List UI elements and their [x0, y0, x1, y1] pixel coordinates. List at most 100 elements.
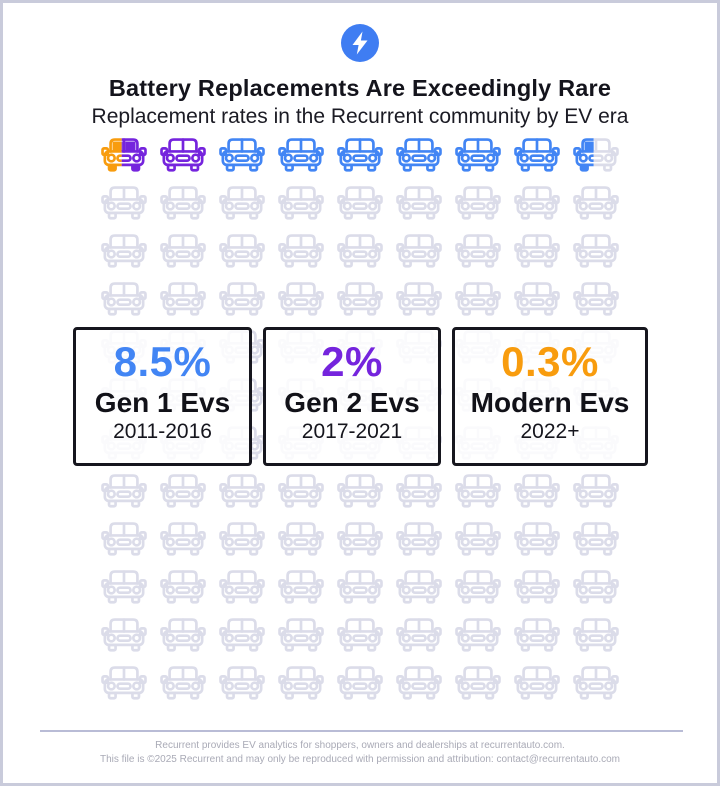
car-icon — [101, 277, 147, 317]
car-icon — [337, 229, 383, 269]
car-icon — [337, 613, 383, 653]
stat-boxes: 8.5% Gen 1 Evs 2011-2016 2% Gen 2 Evs 20… — [73, 327, 648, 466]
car-icon — [573, 181, 619, 221]
stat-label-gen2: Gen 2 Evs — [284, 386, 420, 418]
stat-label-modern: Modern Evs — [470, 386, 630, 418]
car-pictogram-grid — [101, 133, 619, 701]
car-icon — [514, 181, 560, 221]
car-icon — [101, 181, 147, 221]
car-icon — [396, 181, 442, 221]
car-icon — [278, 613, 324, 653]
car-icon — [573, 133, 619, 173]
stat-value-modern: 0.3% — [501, 338, 599, 385]
stat-box-gen1: 8.5% Gen 1 Evs 2011-2016 — [73, 327, 252, 466]
stat-label-gen1: Gen 1 Evs — [94, 386, 231, 418]
car-icon — [455, 613, 501, 653]
car-icon — [573, 613, 619, 653]
car-icon — [219, 181, 265, 221]
car-icon — [101, 133, 147, 173]
chart-subtitle: Replacement rates in the Recurrent commu… — [91, 105, 629, 128]
car-icon — [160, 133, 206, 173]
car-icon — [278, 661, 324, 701]
car-icon — [573, 229, 619, 269]
car-icon — [337, 277, 383, 317]
car-icon — [160, 229, 206, 269]
car-icon — [514, 565, 560, 605]
car-icon — [396, 469, 442, 509]
car-icon — [396, 613, 442, 653]
car-icon — [337, 565, 383, 605]
car-icon — [278, 517, 324, 557]
stat-value-gen1: 8.5% — [113, 338, 212, 385]
footer: Recurrent provides EV analytics for shop… — [3, 739, 717, 767]
car-icon — [278, 229, 324, 269]
car-icon — [514, 229, 560, 269]
car-icon — [455, 133, 501, 173]
car-icon — [219, 517, 265, 557]
car-icon — [278, 133, 324, 173]
lightning-bolt-icon — [341, 24, 379, 62]
car-icon — [101, 565, 147, 605]
car-icon — [219, 661, 265, 701]
car-icon — [396, 229, 442, 269]
car-icon — [160, 565, 206, 605]
car-icon — [160, 469, 206, 509]
car-icon — [514, 469, 560, 509]
stat-years-gen1: 2011-2016 — [113, 419, 212, 443]
car-icon — [278, 181, 324, 221]
car-icon — [219, 613, 265, 653]
car-icon — [160, 661, 206, 701]
car-icon — [455, 565, 501, 605]
car-icon — [396, 661, 442, 701]
stat-years-modern: 2022+ — [520, 419, 580, 443]
stat-years-gen2: 2017-2021 — [301, 419, 403, 443]
car-icon — [337, 469, 383, 509]
car-icon — [514, 661, 560, 701]
car-icon — [219, 469, 265, 509]
car-icon — [337, 661, 383, 701]
car-icon — [278, 565, 324, 605]
car-icon — [278, 469, 324, 509]
car-icon — [514, 277, 560, 317]
car-icon — [337, 181, 383, 221]
car-icon — [455, 661, 501, 701]
car-icon — [455, 517, 501, 557]
footer-divider — [40, 730, 683, 732]
stat-box-gen2: 2% Gen 2 Evs 2017-2021 — [263, 327, 441, 466]
stat-box-modern: 0.3% Modern Evs 2022+ — [452, 327, 648, 466]
car-icon — [396, 133, 442, 173]
car-icon — [101, 517, 147, 557]
car-icon — [160, 613, 206, 653]
car-icon — [160, 277, 206, 317]
car-icon — [219, 133, 265, 173]
car-icon — [101, 229, 147, 269]
car-icon — [101, 613, 147, 653]
footer-line2: This file is ©2025 Recurrent and may onl… — [100, 754, 620, 765]
car-icon — [396, 277, 442, 317]
car-icon — [337, 517, 383, 557]
car-icon — [455, 277, 501, 317]
car-icon — [573, 661, 619, 701]
car-icon — [573, 565, 619, 605]
car-icon — [514, 517, 560, 557]
car-icon — [455, 469, 501, 509]
car-icon — [514, 613, 560, 653]
car-icon — [396, 565, 442, 605]
car-icon — [573, 277, 619, 317]
car-icon — [455, 229, 501, 269]
car-icon — [396, 517, 442, 557]
car-icon — [514, 133, 560, 173]
car-icon — [337, 133, 383, 173]
chart-title: Battery Replacements Are Exceedingly Rar… — [108, 75, 612, 101]
car-icon — [278, 277, 324, 317]
car-icon — [219, 277, 265, 317]
footer-line1: Recurrent provides EV analytics for shop… — [155, 740, 565, 751]
car-icon — [160, 517, 206, 557]
car-icon — [160, 181, 206, 221]
car-icon — [455, 181, 501, 221]
recurrent-logo — [341, 24, 379, 62]
car-icon — [573, 517, 619, 557]
car-icon — [219, 565, 265, 605]
car-icon — [573, 469, 619, 509]
